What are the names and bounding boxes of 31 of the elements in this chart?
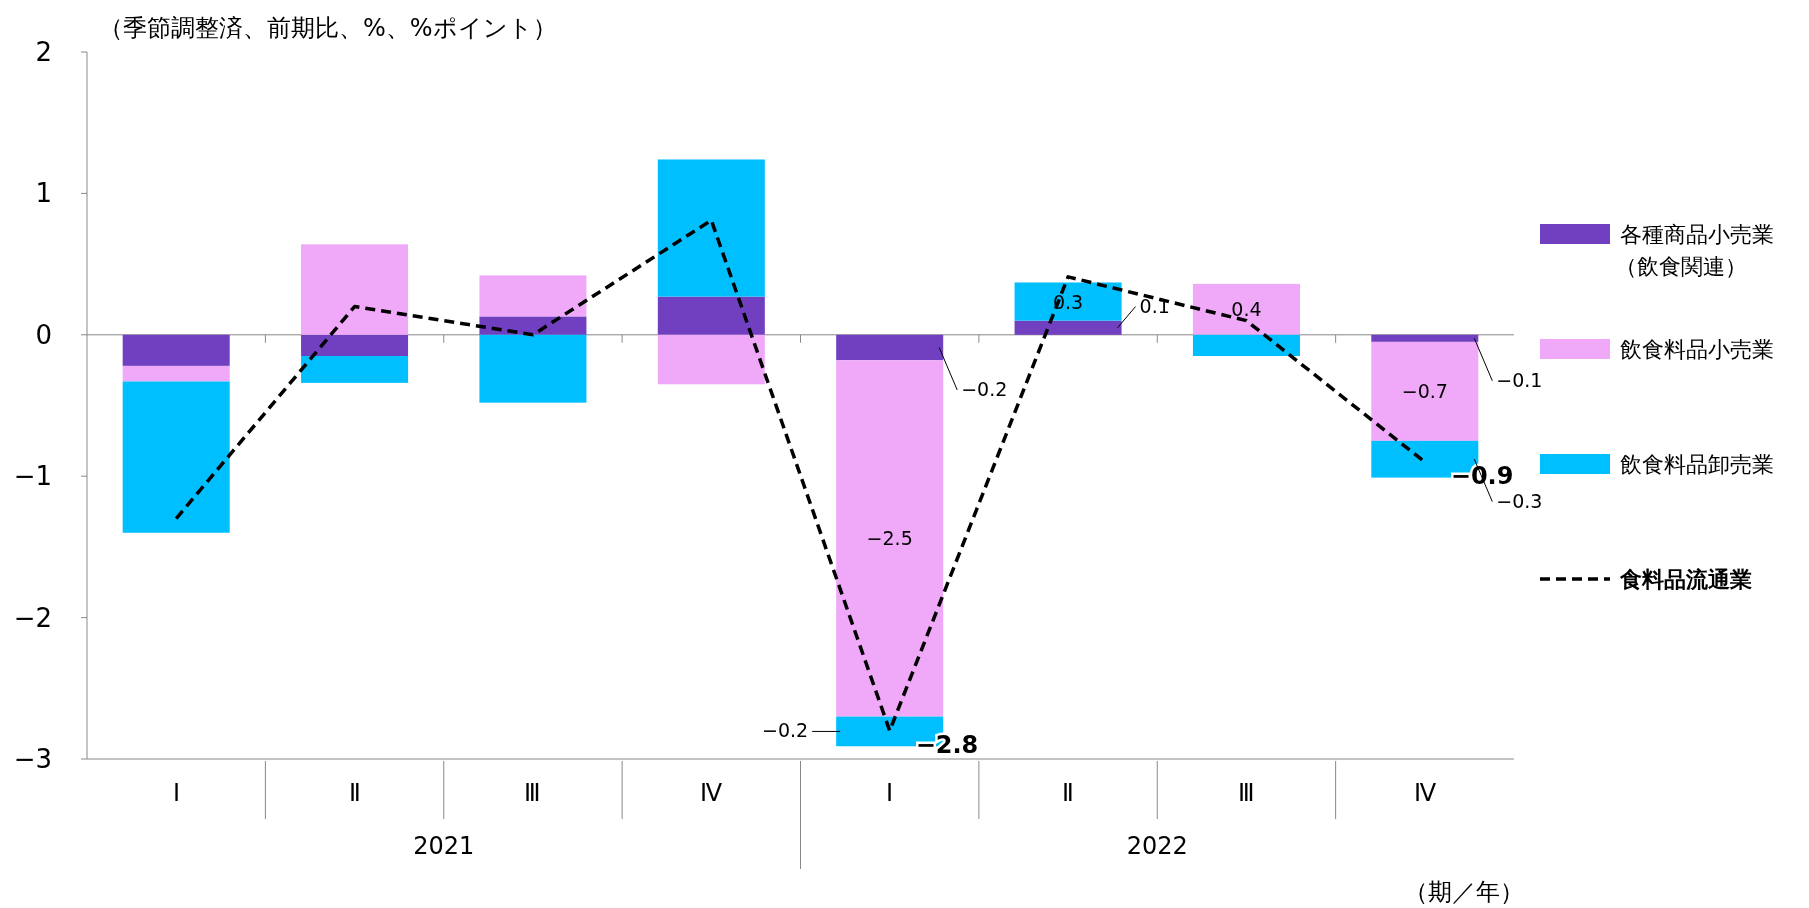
text: 2021 [413,832,475,860]
legend-label: 食料品流通業 [1619,567,1752,592]
y-tick-label: −1 [13,461,52,492]
legend-label: 飲食料品小売業 [1620,337,1774,362]
x-tick-label: Ⅱ [348,780,361,806]
y-tick-label: −3 [13,744,52,774]
data-label: −0.1 [1496,368,1543,391]
x-tick-label: Ⅱ [1062,780,1075,806]
y-tick-label: 2 [35,37,52,67]
data-label: 0.3 [1052,290,1084,313]
y-tick-label: 0 [35,319,52,350]
y-tick-label: −2 [13,602,52,633]
x-tick-label: Ⅳ [700,780,723,806]
data-label: −2.8 [915,730,979,759]
data-label: −0.2 [762,719,809,742]
data-label: −0.7 [1401,380,1448,403]
y-axis-title: （季節調整済、前期比、%、%ポイント） [99,14,557,42]
y-tick-label: 1 [35,178,52,209]
legend-label: 各種商品小売業（飲食関連） [1615,222,1774,279]
data-label: −0.3 [1496,489,1543,512]
x-tick-label: Ⅲ [524,780,542,806]
x-tick-label: Ⅲ [1237,780,1255,806]
data-label: −2.5 [866,527,913,550]
x-tick-label: Ⅳ [1413,780,1436,806]
x-tick-label: Ⅰ [172,780,180,806]
legend-label: 飲食料品卸売業 [1620,452,1774,477]
data-label: 0.4 [1231,298,1262,321]
data-label: −0.2 [961,377,1008,400]
x-axis-title: （期／年） [1404,878,1524,906]
x-tick-label: Ⅰ [886,780,894,806]
text: 2022 [1126,832,1188,860]
